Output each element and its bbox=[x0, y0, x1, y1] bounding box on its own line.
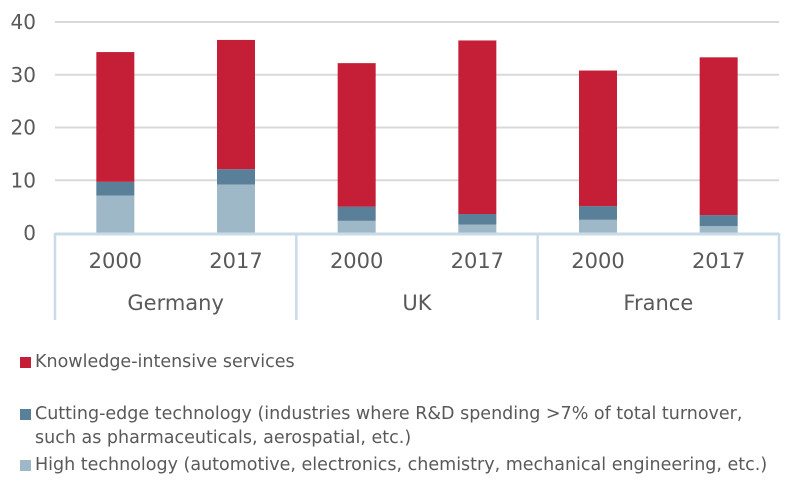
bar-segment-high-technology bbox=[579, 219, 617, 233]
y-tick-label: 10 bbox=[11, 168, 36, 192]
bar-segment-cutting-edge-technology bbox=[458, 214, 497, 225]
y-tick-label: 20 bbox=[11, 116, 36, 140]
legend-swatch-high-technology bbox=[20, 460, 31, 471]
bar-segment-cutting-edge-technology bbox=[579, 206, 617, 220]
bar-segment-high-technology bbox=[337, 220, 376, 233]
y-tick-label: 40 bbox=[11, 10, 36, 34]
y-tick-label: 0 bbox=[23, 221, 36, 245]
bar-segment-cutting-edge-technology bbox=[337, 206, 376, 221]
bar-segment-high-technology bbox=[96, 195, 135, 233]
x-tick-label-year: 2000 bbox=[89, 249, 142, 273]
bar-segment-knowledge-services bbox=[579, 70, 617, 207]
x-tick-label-year: 2017 bbox=[451, 249, 504, 273]
bar-segment-knowledge-services bbox=[337, 63, 376, 207]
bar-segment-high-technology bbox=[699, 226, 738, 233]
x-group-label: France bbox=[623, 291, 693, 315]
bar-segment-high-technology bbox=[458, 224, 497, 233]
bar-segment-cutting-edge-technology bbox=[699, 215, 738, 227]
x-group-label: UK bbox=[402, 291, 432, 315]
bar-segment-knowledge-services bbox=[96, 52, 135, 182]
bar-segment-knowledge-services bbox=[458, 40, 497, 215]
x-tick-label-year: 2000 bbox=[330, 249, 383, 273]
bar-segment-high-technology bbox=[217, 184, 255, 233]
x-tick-label-year: 2017 bbox=[209, 249, 262, 273]
bar-segment-cutting-edge-technology bbox=[217, 169, 255, 185]
y-tick-label: 30 bbox=[11, 63, 36, 87]
legend-item-cutting-edge-technology: Cutting-edge technology (industries wher… bbox=[20, 402, 780, 450]
bar-segment-knowledge-services bbox=[699, 57, 738, 216]
legend-swatch-knowledge-services bbox=[20, 357, 31, 368]
legend-swatch-cutting-edge-technology bbox=[20, 409, 31, 420]
legend-label-cutting-edge-technology: Cutting-edge technology (industries wher… bbox=[35, 404, 743, 448]
legend-item-knowledge-services: Knowledge-intensive services bbox=[20, 350, 780, 374]
legend-label-knowledge-services: Knowledge-intensive services bbox=[35, 352, 295, 372]
x-tick-label-year: 2017 bbox=[692, 249, 745, 273]
x-tick-label-year: 2000 bbox=[571, 249, 624, 273]
x-group-label: Germany bbox=[127, 291, 224, 315]
bar-segment-knowledge-services bbox=[217, 39, 255, 170]
bar-segment-cutting-edge-technology bbox=[96, 181, 135, 196]
legend-label-high-technology: High technology (automotive, electronics… bbox=[35, 455, 768, 475]
stacked-bar-chart: 0 10 20 30 40 2000 2017 2000 2017 2000 2017 Germany… bbox=[11, 10, 781, 320]
legend-item-high-technology: High technology (automotive, electronics… bbox=[20, 453, 780, 477]
